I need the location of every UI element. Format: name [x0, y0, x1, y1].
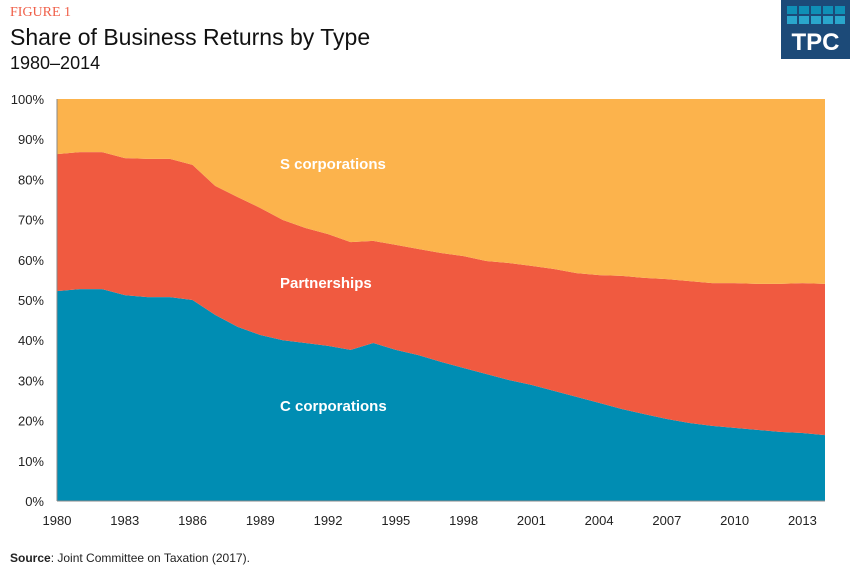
chart-title: Share of Business Returns by Type — [10, 24, 371, 50]
label-s-corporations: S corporations — [280, 156, 386, 173]
y-tick-label: 10% — [18, 454, 44, 469]
y-tick-label: 30% — [18, 373, 44, 388]
y-tick-label: 20% — [18, 414, 44, 429]
x-tick-label: 1980 — [43, 513, 72, 528]
area-partnerships — [57, 152, 825, 436]
x-tick-label: 2013 — [788, 513, 817, 528]
area-c-corporations — [57, 289, 825, 501]
figure-label: FIGURE 1 — [10, 5, 72, 20]
source-label: Source — [10, 551, 51, 565]
y-tick-label: 70% — [18, 213, 44, 228]
area-s-corporations — [57, 99, 825, 284]
x-tick-label: 1989 — [246, 513, 275, 528]
logo-text: TPC — [791, 29, 840, 56]
y-tick-label: 80% — [18, 172, 44, 187]
y-tick-label: 0% — [25, 494, 44, 509]
x-tick-label: 2010 — [720, 513, 749, 528]
chart-subtitle: 1980–2014 — [10, 53, 101, 73]
x-tick-label: 1995 — [381, 513, 410, 528]
source-text: : Joint Committee on Taxation (2017). — [50, 551, 250, 565]
tpc-logo: TPC — [781, 0, 850, 59]
source-note: Source: Joint Committee on Taxation (201… — [10, 551, 250, 565]
x-tick-label: 1998 — [449, 513, 478, 528]
x-tick-label: 1986 — [178, 513, 207, 528]
label-partnerships: Partnerships — [280, 275, 372, 292]
y-tick-label: 90% — [18, 132, 44, 147]
x-tick-label: 2007 — [652, 513, 681, 528]
x-tick-label: 2004 — [585, 513, 614, 528]
y-tick-label: 50% — [18, 293, 44, 308]
x-tick-label: 1983 — [110, 513, 139, 528]
y-tick-label: 60% — [18, 253, 44, 268]
x-tick-label: 1992 — [314, 513, 343, 528]
label-c-corporations: C corporations — [280, 398, 387, 415]
y-tick-label: 100% — [11, 92, 45, 107]
x-tick-label: 2001 — [517, 513, 546, 528]
y-tick-label: 40% — [18, 333, 44, 348]
